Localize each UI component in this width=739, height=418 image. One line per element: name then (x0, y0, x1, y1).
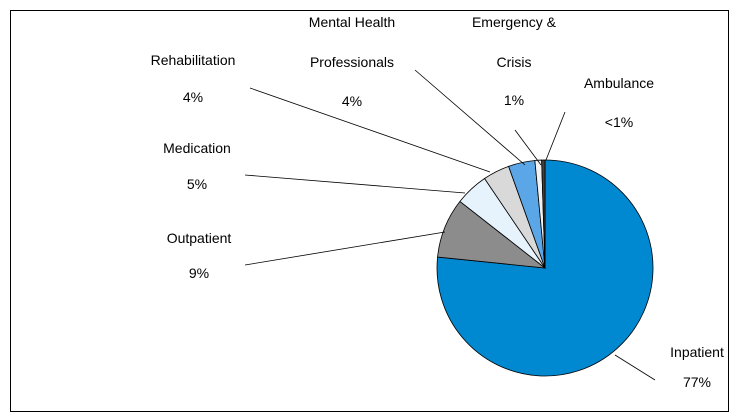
slice-percent: 9% (188, 265, 210, 281)
slice-label: Medication (163, 140, 231, 156)
slice-label: Rehabilitation (150, 52, 236, 68)
slice-percent: 4% (341, 93, 363, 109)
leader-line (244, 231, 446, 266)
slice-label: Mental Health Professionals (308, 14, 396, 70)
slice-percent: 5% (186, 176, 208, 192)
leader-line (614, 354, 656, 381)
slice-percent: 77% (682, 374, 712, 390)
slice-label: Inpatient (670, 344, 724, 360)
slice-label: Outpatient (166, 230, 232, 246)
pie-slice (541, 159, 546, 269)
leader-line (249, 87, 491, 173)
slice-percent: <1% (604, 114, 634, 130)
slice-label: Emergency & Crisis (471, 14, 557, 70)
slice-label: Ambulance (583, 75, 655, 91)
slice-percent: 1% (503, 92, 525, 108)
chart-border (10, 10, 729, 412)
leader-line (545, 111, 566, 161)
leader-line (244, 174, 466, 194)
slice-percent: 4% (182, 89, 204, 105)
leader-line (414, 69, 526, 166)
leader-line (514, 129, 542, 166)
